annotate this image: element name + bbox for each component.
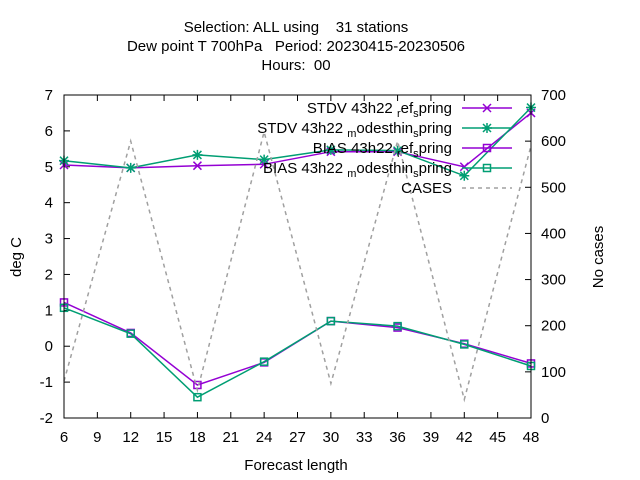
square-marker (126, 329, 135, 338)
legend-subscript: r (397, 108, 401, 120)
y-axis-label: deg C (8, 237, 25, 277)
axis-ticks: 6 9 12 15 18 21 24 27 30 33 36 39 42 45 48-2-101234567… (40, 87, 566, 446)
y-tick-label: 0 (45, 338, 53, 355)
legend-text: STDV 43h22 (257, 120, 347, 137)
legend-label: STDV 43h22 modesthinspring (257, 120, 452, 140)
y-tick-label: 2 (45, 266, 53, 283)
star-marker (325, 144, 336, 155)
legend-subscript: m (347, 168, 356, 180)
y-tick-label: 4 (45, 195, 53, 212)
legend-label: STDV 43h22 refspring (307, 100, 452, 120)
chart-title-line-2: Dew point T 700hPa Period: 20230415-2023… (127, 38, 465, 55)
legend-mid: ef (401, 140, 414, 157)
y-tick-label: 5 (45, 159, 53, 176)
square-marker (482, 143, 492, 153)
square-marker (326, 316, 336, 326)
x-marker (459, 162, 469, 172)
y-tick-label: 7 (45, 87, 53, 104)
plot-frame (63, 94, 532, 419)
legend-tail: pring (419, 120, 452, 137)
star-marker (192, 149, 203, 160)
x-tick-label: 48 (523, 429, 540, 446)
legend-subscript-2: s (413, 168, 419, 180)
chart-title-line-3: Hours: 00 (261, 57, 330, 74)
y2-tick-label: 300 (541, 272, 566, 289)
legend-mid: odesthin (356, 120, 413, 137)
y2-tick-label: 500 (541, 179, 566, 196)
x-tick-label: 21 (222, 429, 239, 446)
x-tick-label: 24 (256, 429, 273, 446)
series-line (63, 128, 532, 403)
x-tick-label: 18 (189, 429, 206, 446)
series-line (63, 107, 532, 177)
x-marker (482, 103, 492, 113)
y2-tick-label: 400 (541, 225, 566, 242)
legend-subscript-2: s (413, 108, 419, 120)
y2-tick-label: 100 (541, 364, 566, 381)
legend-subscript-2: s (413, 148, 419, 160)
legend-tail: pring (419, 160, 452, 177)
x-tick-label: 30 (323, 429, 340, 446)
x-tick-label: 39 (423, 429, 440, 446)
chart-title-line-1: Selection: ALL using 31 stations (184, 19, 409, 36)
square-marker (482, 163, 492, 173)
legend-subscript: m (347, 128, 356, 140)
x-tick-label: 36 (389, 429, 406, 446)
legend-text: STDV 43h22 (307, 100, 397, 117)
x-tick-label: 33 (356, 429, 373, 446)
legend-entry-2: STDV 43h22 modesthinspring (257, 120, 512, 140)
square-marker (259, 357, 269, 366)
star-marker (125, 162, 136, 173)
legend-entry-5: CASES (401, 180, 512, 197)
y2-tick-label: 200 (541, 318, 566, 335)
star-marker (482, 123, 492, 133)
x-marker (192, 161, 202, 171)
y-tick-label: -1 (40, 374, 53, 391)
legend-text: BIAS 43h22 (263, 160, 347, 177)
series-line (63, 112, 532, 169)
star-marker (392, 145, 403, 156)
legend-mid: ef (401, 100, 414, 117)
series-5 (63, 128, 532, 403)
legend-tail: pring (419, 100, 452, 117)
square-marker (460, 340, 469, 349)
legend-subscript-2: s (413, 128, 419, 140)
legend-label: CASES (401, 180, 452, 197)
y-tick-label: -2 (40, 410, 53, 427)
star-marker (459, 170, 470, 181)
legend-mid: odesthin (356, 160, 413, 177)
square-marker (393, 321, 402, 331)
legend-entry-4: BIAS 43h22 modesthinspring (263, 160, 512, 180)
legend-tail: pring (419, 140, 452, 157)
x-tick-label: 42 (456, 429, 473, 446)
x-tick-label: 9 (93, 429, 101, 446)
legend-label: BIAS 43h22 modesthinspring (263, 160, 452, 180)
legend-subscript: r (397, 148, 401, 160)
legend-entry-1: STDV 43h22 refspring (307, 100, 512, 120)
legend-text: BIAS 43h22 (313, 140, 397, 157)
y2-tick-label: 700 (541, 87, 566, 104)
x-tick-label: 27 (289, 429, 306, 446)
star-marker (259, 154, 270, 165)
legend-label: BIAS 43h22 refspring (313, 140, 452, 160)
series-line (63, 307, 532, 399)
y-tick-label: 1 (45, 302, 53, 319)
x-tick-label: 12 (122, 429, 139, 446)
x-tick-label: 15 (156, 429, 173, 446)
y2-tick-label: 0 (541, 410, 549, 427)
square-marker (193, 392, 202, 402)
y-tick-label: 3 (45, 231, 53, 248)
x-axis-label: Forecast length (244, 457, 347, 474)
legend-entry-3: BIAS 43h22 refspring (313, 140, 512, 160)
legend-text: CASES (401, 180, 452, 197)
y2-axis-label: No cases (590, 226, 607, 289)
x-tick-label: 6 (60, 429, 68, 446)
y-tick-label: 6 (45, 123, 53, 140)
x-tick-label: 45 (489, 429, 506, 446)
y2-tick-label: 600 (541, 133, 566, 150)
